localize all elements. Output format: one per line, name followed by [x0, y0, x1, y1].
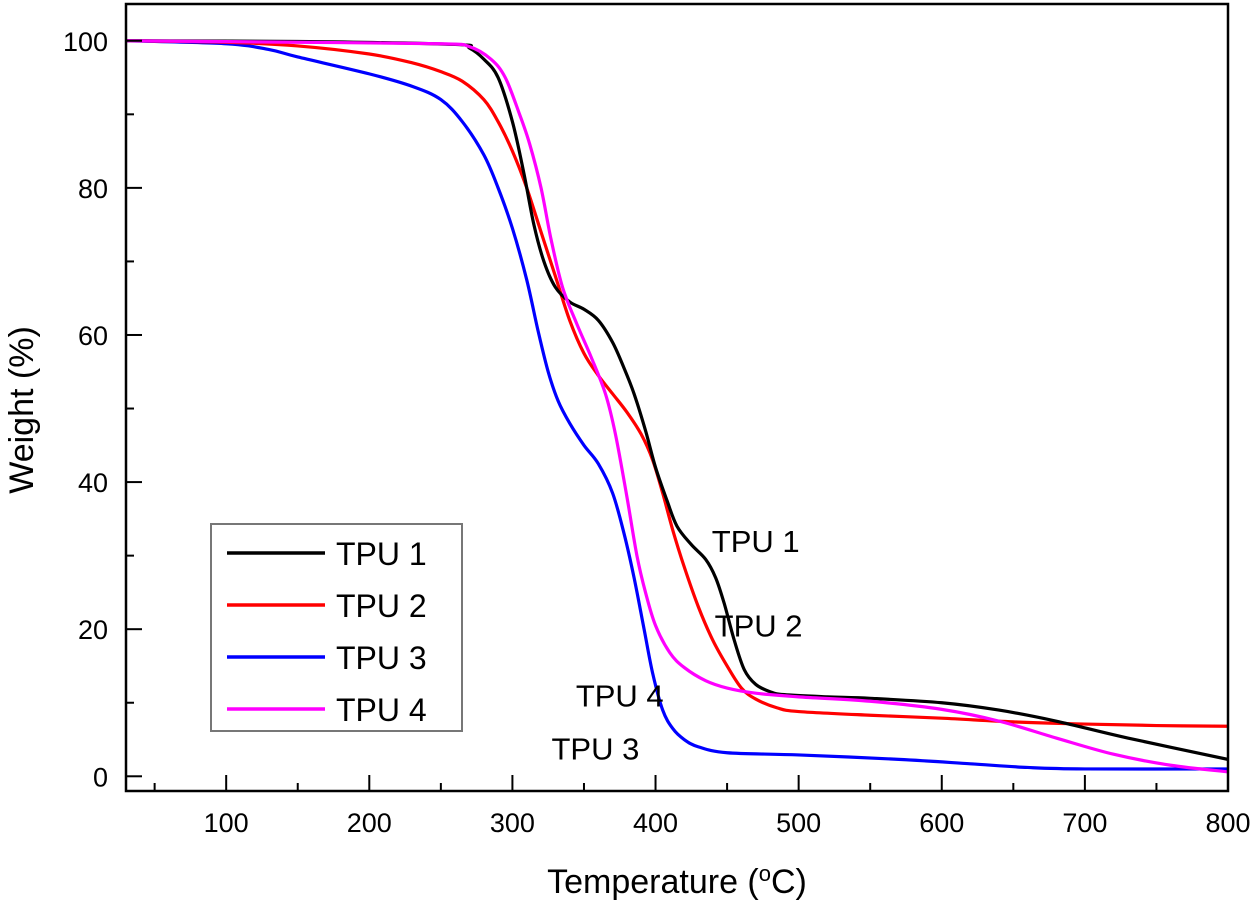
- series-line-tpu-4: [126, 39, 1228, 774]
- legend: TPU 1 TPU 2 TPU 3 TPU 4: [210, 523, 463, 732]
- curve-label: TPU 1: [712, 524, 800, 559]
- series-line-tpu-1: [126, 39, 1228, 761]
- series-line-tpu-3: [126, 39, 1228, 771]
- plot-curves: [126, 39, 1228, 774]
- curve-label: TPU 2: [715, 609, 803, 644]
- x-axis-unit: C): [771, 863, 807, 901]
- plot-frame: [124, 2, 1230, 793]
- y-tick-label: 80: [78, 174, 108, 204]
- curve-label: TPU 3: [551, 731, 639, 766]
- legend-label: TPU 3: [336, 640, 427, 676]
- x-axis-title: Temperature (oC): [547, 861, 807, 901]
- x-tick-label: 400: [633, 808, 678, 838]
- y-axis-title: Weight (%): [3, 326, 41, 494]
- y-tick-label: 20: [78, 615, 108, 645]
- y-tick-label: 100: [63, 27, 108, 57]
- x-tick-label: 700: [1062, 808, 1107, 838]
- x-tick-label: 200: [347, 808, 392, 838]
- y-tick-label: 0: [93, 762, 108, 792]
- x-tick-label: 500: [776, 808, 821, 838]
- x-axis-ticks: 100 200 300 400 500 600 700 800: [153, 775, 1251, 838]
- x-tick-label: 300: [490, 808, 535, 838]
- x-tick-label: 100: [204, 808, 249, 838]
- y-axis-ticks: 0 20 40 60 80 100: [63, 27, 142, 792]
- legend-label: TPU 1: [336, 536, 427, 572]
- legend-box: [210, 523, 463, 732]
- x-tick-label: 800: [1205, 808, 1250, 838]
- x-axis-title-text: Temperature (: [547, 863, 759, 901]
- series-line-tpu-2: [126, 39, 1228, 728]
- x-tick-label: 600: [919, 808, 964, 838]
- legend-label: TPU 2: [336, 588, 427, 624]
- y-tick-label: 40: [78, 468, 108, 498]
- legend-label: TPU 4: [336, 692, 427, 728]
- x-axis-degree-sup: o: [759, 861, 771, 886]
- curve-annotations: TPU 1 TPU 2 TPU 4 TPU 3: [551, 524, 802, 766]
- y-tick-label: 60: [78, 321, 108, 351]
- curve-label: TPU 4: [576, 678, 664, 713]
